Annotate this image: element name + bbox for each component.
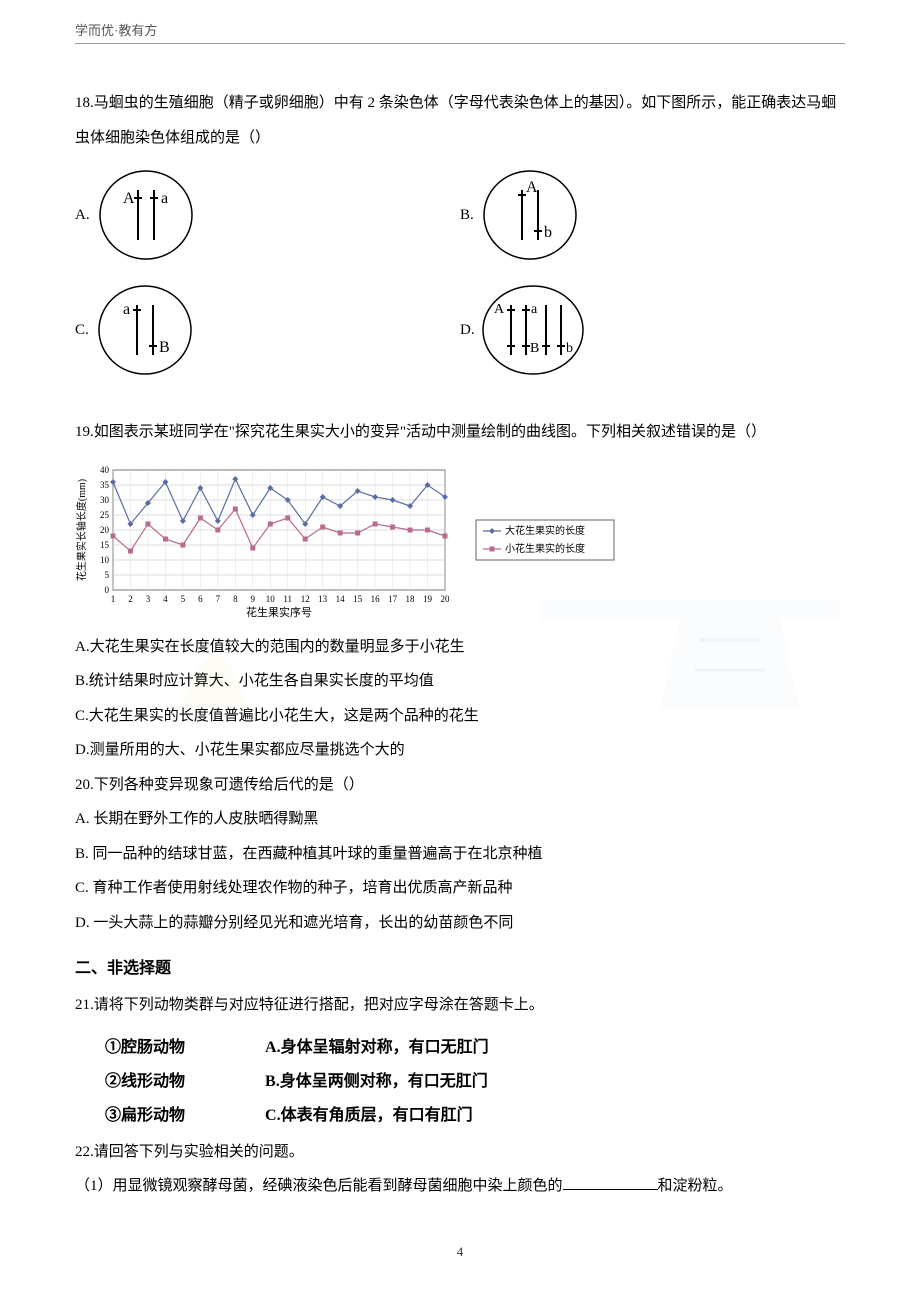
q19-chart: 0510152025303540123456789101112131415161… bbox=[75, 460, 455, 620]
q21-left-2: ②线形动物 bbox=[105, 1067, 185, 1091]
q18-a-diagram: A a bbox=[96, 165, 196, 265]
svg-text:40: 40 bbox=[100, 465, 110, 475]
q18-options: A. A a B. A b C. bbox=[75, 165, 845, 395]
svg-text:11: 11 bbox=[283, 594, 292, 604]
q18-d-diagram: A a B b bbox=[481, 280, 586, 380]
svg-text:25: 25 bbox=[100, 510, 110, 520]
q18-option-b: B. A b bbox=[460, 165, 845, 265]
q21-left-3: ③扁形动物 bbox=[105, 1101, 185, 1125]
q21-row-1: ①腔肠动物 A.身体呈辐射对称，有口无肛门 bbox=[105, 1033, 845, 1057]
q18-c-diagram: a B bbox=[95, 280, 195, 380]
q21-row-3: ③扁形动物 C.体表有角质层，有口有肛门 bbox=[105, 1101, 845, 1125]
q20-option-a: A. 长期在野外工作的人皮肤晒得黝黑 bbox=[75, 802, 845, 837]
svg-text:10: 10 bbox=[100, 555, 110, 565]
svg-text:a: a bbox=[161, 190, 168, 207]
svg-text:15: 15 bbox=[353, 594, 363, 604]
svg-text:14: 14 bbox=[336, 594, 346, 604]
q19-option-c: C.大花生果实的长度值普遍比小花生大，这是两个品种的花生 bbox=[75, 699, 845, 734]
q18-option-a: A. A a bbox=[75, 165, 460, 265]
svg-text:19: 19 bbox=[423, 594, 433, 604]
section-2-title: 二、非选择题 bbox=[75, 954, 845, 978]
svg-text:17: 17 bbox=[388, 594, 398, 604]
svg-text:A: A bbox=[123, 190, 135, 207]
q21-right-2: B.身体呈两侧对称，有口无肛门 bbox=[265, 1067, 488, 1091]
svg-text:2: 2 bbox=[128, 594, 133, 604]
q21-right-1: A.身体呈辐射对称，有口无肛门 bbox=[265, 1033, 489, 1057]
svg-text:3: 3 bbox=[146, 594, 151, 604]
svg-text:花生果实序号: 花生果实序号 bbox=[246, 605, 312, 619]
q20-option-b: B. 同一品种的结球甘蓝，在西藏种植其叶球的重量普遍高于在北京种植 bbox=[75, 837, 845, 872]
q22-text: 22.请回答下列与实验相关的问题。 bbox=[75, 1135, 845, 1170]
q22-sub1-before: （1）用显微镜观察酵母菌，经碘液染色后能看到酵母菌细胞中染上颜色的 bbox=[75, 1178, 563, 1194]
svg-text:4: 4 bbox=[163, 594, 168, 604]
svg-text:20: 20 bbox=[100, 525, 110, 535]
svg-text:B: B bbox=[530, 341, 539, 356]
q20-option-d: D. 一头大蒜上的蒜瓣分别经见光和遮光培育，长出的幼苗颜色不同 bbox=[75, 906, 845, 941]
q18-c-label: C. bbox=[75, 322, 89, 339]
svg-text:大花生果实的长度: 大花生果实的长度 bbox=[505, 524, 585, 537]
svg-text:a: a bbox=[123, 301, 130, 318]
q19-chart-row: 0510152025303540123456789101112131415161… bbox=[75, 460, 845, 620]
q19-legend: 大花生果实的长度小花生果实的长度 bbox=[475, 515, 615, 565]
svg-text:20: 20 bbox=[441, 594, 451, 604]
svg-text:9: 9 bbox=[251, 594, 256, 604]
svg-text:B: B bbox=[159, 339, 170, 356]
q18-option-c: C. a B bbox=[75, 280, 460, 380]
svg-text:13: 13 bbox=[318, 594, 328, 604]
svg-text:15: 15 bbox=[100, 540, 110, 550]
q18-b-diagram: A b bbox=[480, 165, 580, 265]
q22-blank[interactable] bbox=[563, 1176, 658, 1190]
svg-text:5: 5 bbox=[181, 594, 186, 604]
svg-text:A: A bbox=[526, 179, 538, 196]
svg-text:小花生果实的长度: 小花生果实的长度 bbox=[505, 542, 585, 555]
q18-b-label: B. bbox=[460, 207, 474, 224]
page-number: 4 bbox=[75, 1244, 845, 1260]
svg-text:18: 18 bbox=[406, 594, 416, 604]
q20-text: 20.下列各种变异现象可遗传给后代的是（） bbox=[75, 768, 845, 803]
q22-sub1: （1）用显微镜观察酵母菌，经碘液染色后能看到酵母菌细胞中染上颜色的 和淀粉粒。 bbox=[75, 1169, 845, 1204]
q19-option-a: A.大花生果实在长度值较大的范围内的数量明显多于小花生 bbox=[75, 630, 845, 665]
svg-text:30: 30 bbox=[100, 495, 110, 505]
svg-text:花生果实长轴长度(mm): 花生果实长轴长度(mm) bbox=[75, 478, 88, 580]
q18-option-d: D. A a B b bbox=[460, 280, 845, 380]
svg-text:0: 0 bbox=[105, 585, 110, 595]
q18-text: 18.马蛔虫的生殖细胞（精子或卵细胞）中有 2 条染色体（字母代表染色体上的基因… bbox=[75, 86, 845, 155]
svg-text:6: 6 bbox=[198, 594, 203, 604]
q20-option-c: C. 育种工作者使用射线处理农作物的种子，培育出优质高产新品种 bbox=[75, 871, 845, 906]
svg-text:16: 16 bbox=[371, 594, 381, 604]
q19-option-b: B.统计结果时应计算大、小花生各自果实长度的平均值 bbox=[75, 664, 845, 699]
q21-row-2: ②线形动物 B.身体呈两侧对称，有口无肛门 bbox=[105, 1067, 845, 1091]
q21-text: 21.请将下列动物类群与对应特征进行搭配，把对应字母涂在答题卡上。 bbox=[75, 988, 845, 1023]
q18-a-label: A. bbox=[75, 207, 90, 224]
q19-text: 19.如图表示某班同学在"探究花生果实大小的变异"活动中测量绘制的曲线图。下列相… bbox=[75, 415, 845, 450]
q21-left-1: ①腔肠动物 bbox=[105, 1033, 185, 1057]
q18-d-label: D. bbox=[460, 322, 475, 339]
svg-text:35: 35 bbox=[100, 480, 110, 490]
svg-text:7: 7 bbox=[216, 594, 221, 604]
svg-text:a: a bbox=[531, 302, 538, 317]
q19-option-d: D.测量所用的大、小花生果实都应尽量挑选个大的 bbox=[75, 733, 845, 768]
svg-text:10: 10 bbox=[266, 594, 276, 604]
svg-text:A: A bbox=[494, 302, 505, 317]
page-header: 学而优·教有方 bbox=[75, 20, 845, 44]
svg-text:1: 1 bbox=[111, 594, 116, 604]
svg-text:5: 5 bbox=[105, 570, 110, 580]
svg-text:12: 12 bbox=[301, 594, 310, 604]
q22-sub1-after: 和淀粉粒。 bbox=[658, 1178, 733, 1194]
svg-text:8: 8 bbox=[233, 594, 238, 604]
q21-right-3: C.体表有角质层，有口有肛门 bbox=[265, 1101, 473, 1125]
svg-text:b: b bbox=[566, 341, 573, 356]
svg-text:b: b bbox=[544, 224, 552, 241]
